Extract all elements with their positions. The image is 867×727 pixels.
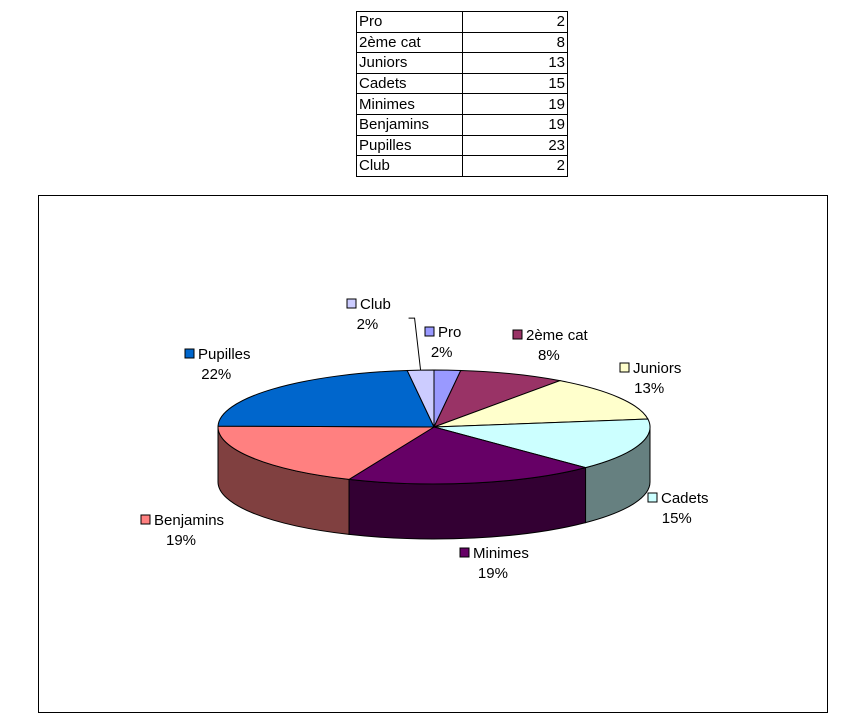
- table-row: Benjamins 19: [356, 113, 568, 136]
- data-label-Pupilles: Pupilles 22%: [184, 346, 251, 383]
- table-cell-category: Pupilles: [356, 134, 463, 157]
- table-row: Club 2: [356, 155, 568, 177]
- table-cell-value: 23: [462, 134, 568, 157]
- legend-swatch: [424, 326, 435, 337]
- legend-swatch: [459, 547, 470, 558]
- label-percent: 22%: [201, 366, 231, 383]
- table-row: Minimes 19: [356, 93, 568, 115]
- pie-slice-Juniors: [433, 380, 649, 428]
- table-row: 2ème cat 8: [356, 31, 568, 54]
- chart-area: Pro 2% 2ème cat 8% Juniors 13% Cadets 15% Minime…: [38, 195, 828, 713]
- data-label-Pro: Pro 2%: [424, 324, 461, 361]
- data-label-Benjamins: Benjamins 19%: [140, 512, 224, 549]
- table-cell-category: Club: [356, 155, 463, 177]
- label-category: Cadets: [661, 490, 709, 507]
- pie-slice-Pupilles: [217, 369, 435, 428]
- table-cell-value: 19: [462, 113, 568, 136]
- data-table-body: Pro 2 2ème cat 8 Juniors 13 Cadets 15 Minimes 19 B…: [356, 11, 568, 177]
- pie-label-group: Pro 2% 2ème cat 8% Juniors 13% Cadets 15% Minime…: [140, 296, 709, 582]
- table-cell-category: Juniors: [356, 52, 463, 74]
- legend-swatch: [184, 348, 195, 359]
- pie-side-group: [217, 426, 651, 540]
- label-percent: 2%: [431, 344, 453, 361]
- label-percent: 8%: [538, 347, 560, 364]
- table-cell-value: 2: [462, 155, 568, 177]
- pie-slice-Cadets: [433, 418, 651, 469]
- pie-chart: Pro 2% 2ème cat 8% Juniors 13% Cadets 15% Minime…: [140, 296, 709, 582]
- label-percent: 19%: [478, 565, 508, 582]
- table-row: Pupilles 23: [356, 134, 568, 157]
- data-label-2ème cat: 2ème cat 8%: [512, 327, 589, 364]
- label-percent: 2%: [357, 316, 379, 333]
- label-percent: 13%: [634, 380, 664, 397]
- table-row: Pro 2: [356, 11, 568, 33]
- table-cell-value: 19: [462, 93, 568, 115]
- pie-top-group: [217, 369, 651, 485]
- table-cell-value: 2: [462, 11, 568, 33]
- pie-slice-2ème cat: [433, 369, 562, 428]
- table-cell-value: 15: [462, 72, 568, 95]
- label-category: Club: [360, 296, 391, 313]
- table-cell-category: 2ème cat: [356, 31, 463, 54]
- table-row: Juniors 13: [356, 52, 568, 74]
- pie-slice-Club: [406, 369, 435, 428]
- legend-swatch: [140, 514, 151, 525]
- table-cell-category: Pro: [356, 11, 463, 33]
- legend-swatch: [346, 298, 357, 309]
- label-category: Benjamins: [154, 512, 224, 529]
- legend-swatch: [619, 362, 630, 373]
- leader-line-club: [408, 317, 422, 371]
- legend-swatch: [647, 492, 658, 503]
- legend-swatch: [512, 329, 523, 340]
- pie-leader-group: [408, 317, 422, 371]
- label-category: Pupilles: [198, 346, 251, 363]
- table-cell-category: Benjamins: [356, 113, 463, 136]
- label-category: Juniors: [633, 360, 681, 377]
- data-label-Club: Club 2%: [346, 296, 391, 333]
- table-row: Cadets 15: [356, 72, 568, 95]
- pie-slice-Minimes: [347, 426, 588, 485]
- data-label-Minimes: Minimes 19%: [459, 545, 529, 582]
- data-table: Pro 2 2ème cat 8 Juniors 13 Cadets 15 Minimes 19 B…: [356, 11, 568, 177]
- data-label-Juniors: Juniors 13%: [619, 360, 681, 397]
- label-category: 2ème cat: [526, 327, 589, 344]
- table-cell-value: 8: [462, 31, 568, 54]
- table-cell-value: 13: [462, 52, 568, 74]
- table-cell-category: Cadets: [356, 72, 463, 95]
- label-percent: 19%: [166, 532, 196, 549]
- label-category: Minimes: [473, 545, 529, 562]
- label-category: Pro: [438, 324, 461, 341]
- table-cell-category: Minimes: [356, 93, 463, 115]
- pie-slice-Benjamins: [217, 425, 436, 480]
- label-percent: 15%: [662, 510, 692, 527]
- data-label-Cadets: Cadets 15%: [647, 490, 709, 527]
